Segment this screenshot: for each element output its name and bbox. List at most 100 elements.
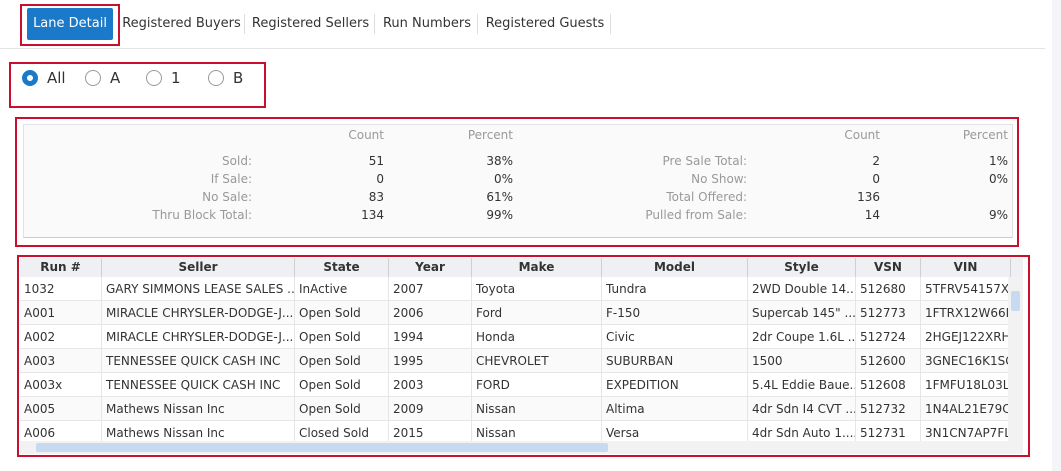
data-grid: Run # Seller State Year Make Model Style VSN VIN… [20,258,1023,454]
summary-count: 83 [368,190,384,204]
summary-count: 2 [872,154,880,168]
highlight [17,255,1030,457]
grid-cell: 2009 [389,397,472,421]
grid-cell: F-150 [602,301,748,325]
summary-count: 51 [368,154,384,168]
summary-count: 0 [872,172,880,186]
grid-cell: Honda [472,325,602,349]
grid-cell: A002 [20,325,102,349]
grid-cell: Open Sold [295,373,389,397]
column-header: VIN [921,258,1011,277]
grid-cell: A003 [20,349,102,373]
tab[interactable]: Registered Buyers [122,16,241,31]
grid-cell: Mathews Nissan Inc [102,397,295,421]
grid-cell: 4dr Sdn I4 CVT ... [748,397,856,421]
summary-percent: 38% [486,154,513,168]
highlight [15,117,1019,247]
grid-cell: Mathews Nissan Inc [102,421,295,445]
column-header: Count [844,128,880,142]
grid-cell: 512732 [856,397,921,421]
summary-count: 0 [376,172,384,186]
grid-cell: A006 [20,421,102,445]
grid-cell: Nissan [472,397,602,421]
summary-label: If Sale: [210,172,252,186]
summary-label: Pre Sale Total: [662,154,747,168]
highlight [20,4,120,46]
column-header: Count [348,128,384,142]
grid-cell: Toyota [472,277,602,301]
grid-cell: 512680 [856,277,921,301]
grid-cell: 512724 [856,325,921,349]
column-header: Make [472,258,602,277]
tab-divider [0,48,1045,49]
grid-cell: 2007 [389,277,472,301]
grid-cell: 4dr Sdn Auto 1.... [748,421,856,445]
grid-cell: TENNESSEE QUICK CASH INC [102,373,295,397]
grid-cell: Supercab 145" ... [748,301,856,325]
grid-cell: InActive [295,277,389,301]
radio-label[interactable]: All [47,70,66,86]
column-header: Style [748,258,856,277]
summary-percent: 1% [988,154,1008,168]
grid-cell: Closed Sold [295,421,389,445]
summary-count: 134 [361,208,384,222]
column-header: Percent [467,128,513,142]
radio-label[interactable]: B [233,70,244,86]
grid-cell: 2WD Double 14... [748,277,856,301]
grid-cell: Nissan [472,421,602,445]
summary-label: No Sale: [202,190,252,204]
grid-cell: 2006 [389,301,472,325]
tab[interactable]: Registered Guests [485,16,605,31]
grid-cell: 2dr Coupe 1.6L ... [748,325,856,349]
radio-label[interactable]: 1 [171,70,181,86]
summary-count: 14 [864,208,880,222]
grid-cell: A003x [20,373,102,397]
grid-cell: TENNESSEE QUICK CASH INC [102,349,295,373]
summary-label: Total Offered: [666,190,747,204]
grid-cell: 1032 [20,277,102,301]
summary-panel [23,124,1013,238]
grid-cell: CHEVROLET [472,349,602,373]
radio-button[interactable] [22,70,38,86]
summary-percent: 0% [988,172,1008,186]
grid-cell: 1995 [389,349,472,373]
column-header: Year [389,258,472,277]
grid-cell: Tundra [602,277,748,301]
summary-label: Sold: [222,154,252,168]
grid-cell: FORD [472,373,602,397]
column-header: Run # [20,258,102,277]
scroll-thumb[interactable] [1011,291,1020,311]
tab-separator [244,14,245,34]
summary-percent: 99% [486,208,513,222]
scroll-thumb[interactable] [36,443,608,452]
tab[interactable]: Registered Sellers [251,16,370,31]
radio-button[interactable] [208,70,224,86]
tab[interactable]: Lane Detail [27,8,113,40]
vertical-scrollbar[interactable] [1008,277,1023,454]
grid-cell: MIRACLE CHRYSLER-DODGE-J... [102,301,295,325]
column-header: Model [602,258,748,277]
grid-cell: 512608 [856,373,921,397]
grid-cell: A005 [20,397,102,421]
tab-separator [374,14,375,34]
highlight [9,62,266,108]
grid-cell: Open Sold [295,301,389,325]
radio-label[interactable]: A [110,70,121,86]
column-header: State [295,258,389,277]
summary-label: Thru Block Total: [152,208,252,222]
side-gutter [1052,0,1061,471]
grid-cell: 512773 [856,301,921,325]
radio-button[interactable] [85,70,101,86]
grid-cell: 512731 [856,421,921,445]
grid-cell: Open Sold [295,325,389,349]
grid-cell: Ford [472,301,602,325]
grid-cell: A001 [20,301,102,325]
grid-cell: 512600 [856,349,921,373]
grid-cell: 1500 [748,349,856,373]
grid-cell: 2003 [389,373,472,397]
grid-cell: 2015 [389,421,472,445]
radio-button[interactable] [146,70,162,86]
summary-percent: 61% [486,190,513,204]
grid-cell: Altima [602,397,748,421]
tab[interactable]: Run Numbers [382,16,472,31]
